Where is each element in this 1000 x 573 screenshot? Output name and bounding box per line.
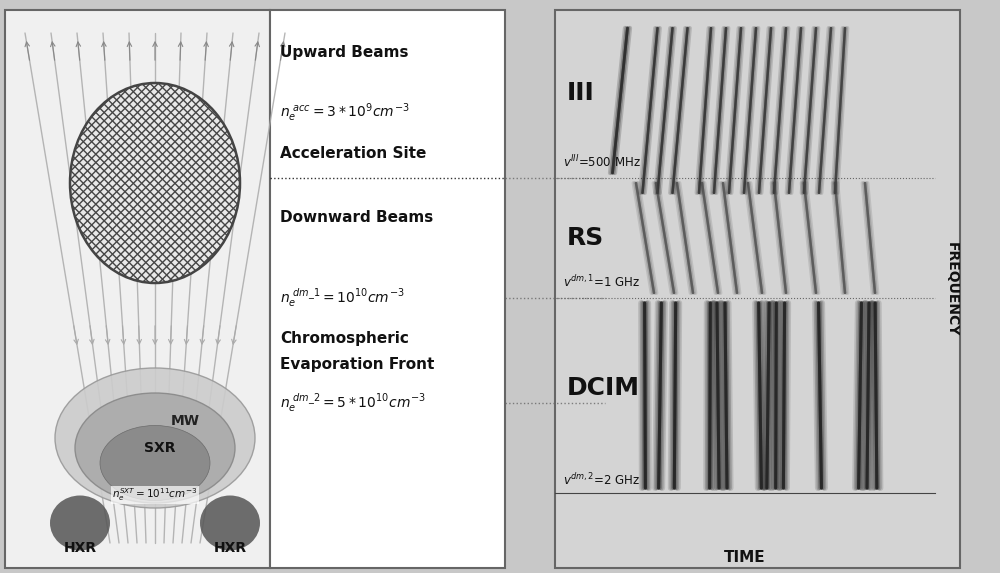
Text: $n_e^{\ dm\_2}=5*10^{10}cm^{-3}$: $n_e^{\ dm\_2}=5*10^{10}cm^{-3}$ bbox=[280, 392, 426, 414]
Text: SXR: SXR bbox=[144, 441, 176, 455]
Text: DCIM: DCIM bbox=[567, 376, 640, 400]
Ellipse shape bbox=[55, 368, 255, 508]
Text: MW: MW bbox=[170, 414, 200, 428]
Bar bbox=[270, 10, 505, 568]
Text: RS: RS bbox=[567, 226, 604, 250]
Ellipse shape bbox=[75, 393, 235, 503]
Text: $v^{III}$=500 MHz: $v^{III}$=500 MHz bbox=[563, 154, 641, 170]
Text: Evaporation Front: Evaporation Front bbox=[280, 358, 434, 372]
Bar bbox=[5, 10, 270, 568]
Bar bbox=[555, 10, 960, 568]
Text: $n_e^{SXT}=10^{11}cm^{-3}$: $n_e^{SXT}=10^{11}cm^{-3}$ bbox=[112, 486, 198, 504]
Text: HXR: HXR bbox=[63, 541, 97, 555]
Text: $v^{dm,2}$=2 GHz: $v^{dm,2}$=2 GHz bbox=[563, 472, 640, 488]
Ellipse shape bbox=[50, 496, 110, 551]
Ellipse shape bbox=[100, 426, 210, 500]
Text: Upward Beams: Upward Beams bbox=[280, 45, 409, 61]
Text: $n_e^{\ acc}=3*10^9cm^{-3}$: $n_e^{\ acc}=3*10^9cm^{-3}$ bbox=[280, 101, 410, 124]
Text: $v^{dm,1}$=1 GHz: $v^{dm,1}$=1 GHz bbox=[563, 274, 640, 290]
Text: III: III bbox=[567, 81, 595, 105]
Text: Acceleration Site: Acceleration Site bbox=[280, 146, 426, 160]
Text: Downward Beams: Downward Beams bbox=[280, 210, 433, 226]
Text: $n_e^{\ dm\_1}=10^{10}cm^{-3}$: $n_e^{\ dm\_1}=10^{10}cm^{-3}$ bbox=[280, 286, 405, 309]
Text: TIME: TIME bbox=[724, 551, 766, 566]
Text: HXR: HXR bbox=[213, 541, 247, 555]
Ellipse shape bbox=[70, 83, 240, 283]
Text: FREQUENCY: FREQUENCY bbox=[945, 242, 959, 336]
Ellipse shape bbox=[200, 496, 260, 551]
Text: Chromospheric: Chromospheric bbox=[280, 331, 409, 346]
